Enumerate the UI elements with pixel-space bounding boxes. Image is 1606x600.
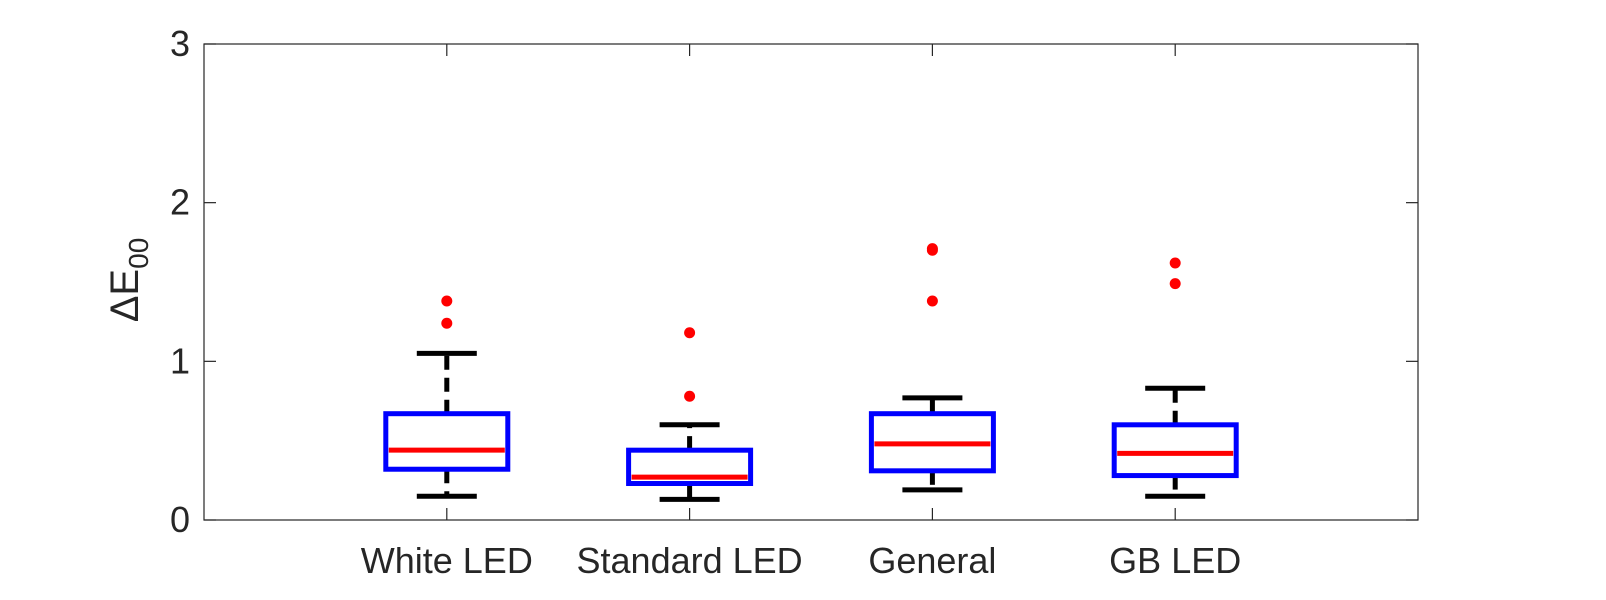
y-tick-label: 2 [170,182,190,223]
axes-frame [203,43,1419,521]
x-tick-label: White LED [361,540,533,581]
outlier-point [441,317,453,329]
y-tick-label: 1 [170,340,190,381]
y-tick-label: 0 [170,499,190,540]
box-group-2 [626,327,754,502]
box-group-3 [868,243,996,493]
y-axis: 0 1 2 3 [170,23,1418,540]
outlier-point [926,295,938,307]
x-tick-label: General [868,540,996,581]
plot-area [383,243,1239,502]
outlier-point [926,243,938,255]
outlier-point [684,390,696,402]
box-group-4 [1111,257,1239,499]
x-tick-label: GB LED [1109,540,1241,581]
outlier-point [684,327,696,339]
y-axis-label: ΔE00 [103,238,154,323]
outlier-point [1169,257,1181,269]
interquartile-box [383,411,511,472]
outlier-point [1169,278,1181,290]
x-axis: White LED Standard LED General GB LED [361,44,1241,581]
interquartile-box [1111,422,1239,479]
box-group-1 [383,295,511,499]
y-axis-label-subscript: 00 [123,238,154,269]
x-tick-label: Standard LED [577,540,803,581]
y-tick-label: 3 [170,23,190,64]
outlier-point [441,295,453,307]
